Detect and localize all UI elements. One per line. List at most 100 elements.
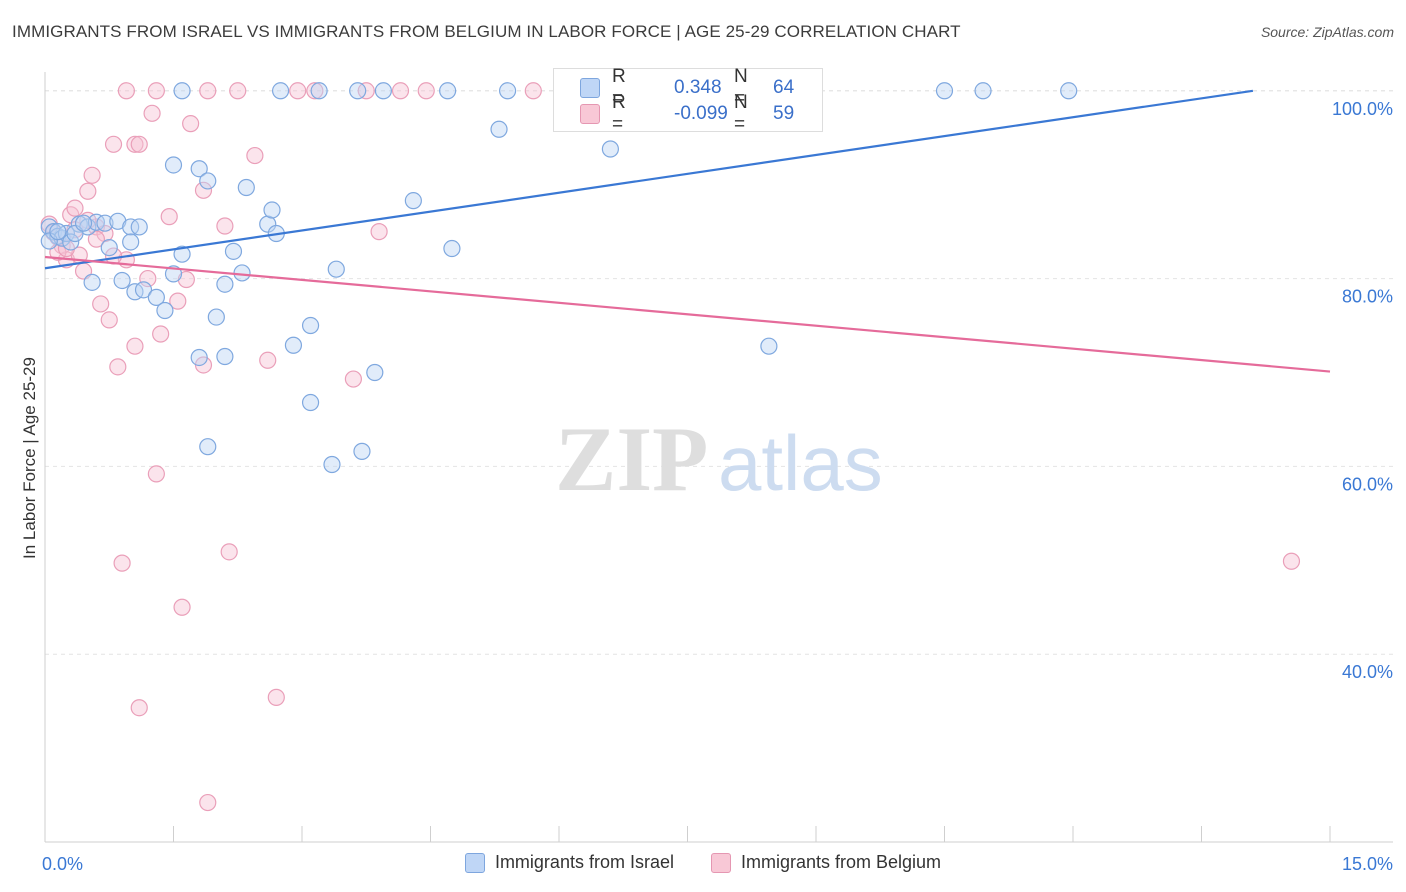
stats-n-belgium: 59 — [773, 103, 795, 124]
belgium-point — [147, 82, 165, 100]
belgium-point — [104, 135, 123, 153]
belgium-point — [92, 295, 110, 313]
israel-point — [366, 363, 384, 382]
israel-point — [310, 82, 328, 100]
legend-label-belgium: Immigrants from Belgium — [741, 852, 942, 872]
belgium-point — [1282, 552, 1301, 570]
israel-point — [156, 301, 174, 320]
belgium-point — [199, 82, 217, 100]
israel-point — [439, 82, 457, 100]
x-tick-label-max: 15.0% — [1342, 854, 1393, 874]
israel-point — [216, 347, 234, 366]
belgium-point — [194, 181, 213, 199]
tick-labels: 40.0% 60.0% 80.0% 100.0% 0.0% 15.0% — [42, 99, 1393, 874]
israel-point — [100, 238, 118, 257]
israel-point — [443, 239, 461, 258]
belgium-point — [130, 135, 148, 153]
israel-point — [263, 201, 281, 219]
israel-point — [40, 232, 58, 250]
israel-point — [164, 156, 183, 174]
belgium-point — [306, 82, 324, 100]
y-tick-label-100: 100.0% — [1332, 99, 1393, 119]
israel-point — [134, 281, 153, 299]
israel-point — [190, 160, 208, 178]
stats-swatch-belgium — [580, 104, 600, 124]
israel-point — [601, 140, 620, 158]
belgium-point — [66, 199, 84, 217]
belgium-point — [173, 598, 191, 616]
belgium-point — [117, 82, 135, 100]
belgium-point — [79, 182, 97, 200]
israel-trend-line — [44, 89, 1254, 270]
israel-point — [301, 393, 320, 412]
israel-point — [1060, 82, 1078, 100]
belgium-point — [130, 699, 148, 717]
belgium-point — [216, 217, 234, 235]
belgium-point — [344, 370, 362, 388]
stats-box: R = 0.348 N = 64 R = -0.099 N = 59 — [553, 66, 823, 135]
legend-swatch-israel — [464, 852, 485, 873]
y-tick-label-60: 60.0% — [1342, 474, 1393, 494]
y-tick-label-40: 40.0% — [1342, 662, 1393, 682]
belgium-point — [199, 793, 217, 812]
watermark-atlas: atlas — [718, 419, 883, 507]
legend: Immigrants from Israel Immigrants from B… — [0, 852, 1406, 878]
israel-point — [96, 214, 114, 232]
y-tick-label-80: 80.0% — [1342, 287, 1393, 307]
israel-point — [404, 192, 422, 210]
watermark: ZIP atlas — [555, 408, 883, 510]
israel-point — [207, 308, 225, 326]
belgium-point — [417, 82, 435, 100]
israel-point — [974, 82, 992, 100]
israel-point — [271, 82, 290, 100]
belgium-point — [229, 82, 247, 100]
israel-point — [130, 218, 148, 236]
belgium-trend-line — [44, 255, 1331, 373]
y-axis-label: In Labor Force | Age 25-29 — [20, 357, 39, 559]
legend-item-israel[interactable]: Immigrants from Israel — [464, 852, 674, 873]
belgium-point — [391, 82, 410, 100]
belgium-point — [267, 688, 285, 706]
belgium-point — [143, 104, 161, 122]
israel-point — [173, 245, 191, 263]
trend-lines — [44, 89, 1331, 373]
israel-point — [760, 337, 778, 355]
israel-point — [199, 438, 217, 456]
israel-point — [147, 288, 165, 306]
israel-point — [122, 233, 140, 251]
belgium-point — [246, 146, 264, 165]
belgium-point — [152, 325, 170, 343]
belgium-point — [100, 311, 118, 329]
legend-item-belgium[interactable]: Immigrants from Belgium — [711, 852, 941, 873]
belgium-point — [139, 269, 157, 288]
israel-point — [284, 336, 303, 354]
israel-point — [935, 82, 954, 100]
legend-swatch-belgium — [711, 852, 731, 873]
israel-point — [301, 316, 320, 335]
belgium-point — [147, 465, 165, 483]
belgium-point — [87, 230, 106, 248]
israel-point — [490, 120, 508, 138]
source-label: Source: ZipAtlas.com — [1260, 24, 1394, 40]
belgium-point — [289, 82, 307, 100]
israel-point — [327, 260, 345, 278]
israel-point — [349, 82, 367, 100]
israel-point — [113, 271, 131, 290]
stats-swatch-israel — [580, 78, 600, 98]
israel-point — [74, 214, 93, 232]
belgium-point — [83, 166, 101, 184]
belgium-point — [109, 358, 127, 376]
stats-n-israel: 64 — [773, 77, 795, 98]
stats-r-label: R = — [612, 66, 626, 109]
stats-n-label: N = — [734, 66, 748, 109]
israel-point — [190, 348, 208, 367]
belgium-point — [259, 351, 277, 369]
israel-point — [83, 273, 101, 291]
belgium-point — [370, 223, 388, 241]
legend-label-israel: Immigrants from Israel — [494, 852, 674, 872]
israel-point — [224, 242, 243, 260]
israel-point — [199, 172, 217, 190]
israel-point — [173, 82, 191, 100]
x-tick-label-min: 0.0% — [42, 854, 83, 874]
